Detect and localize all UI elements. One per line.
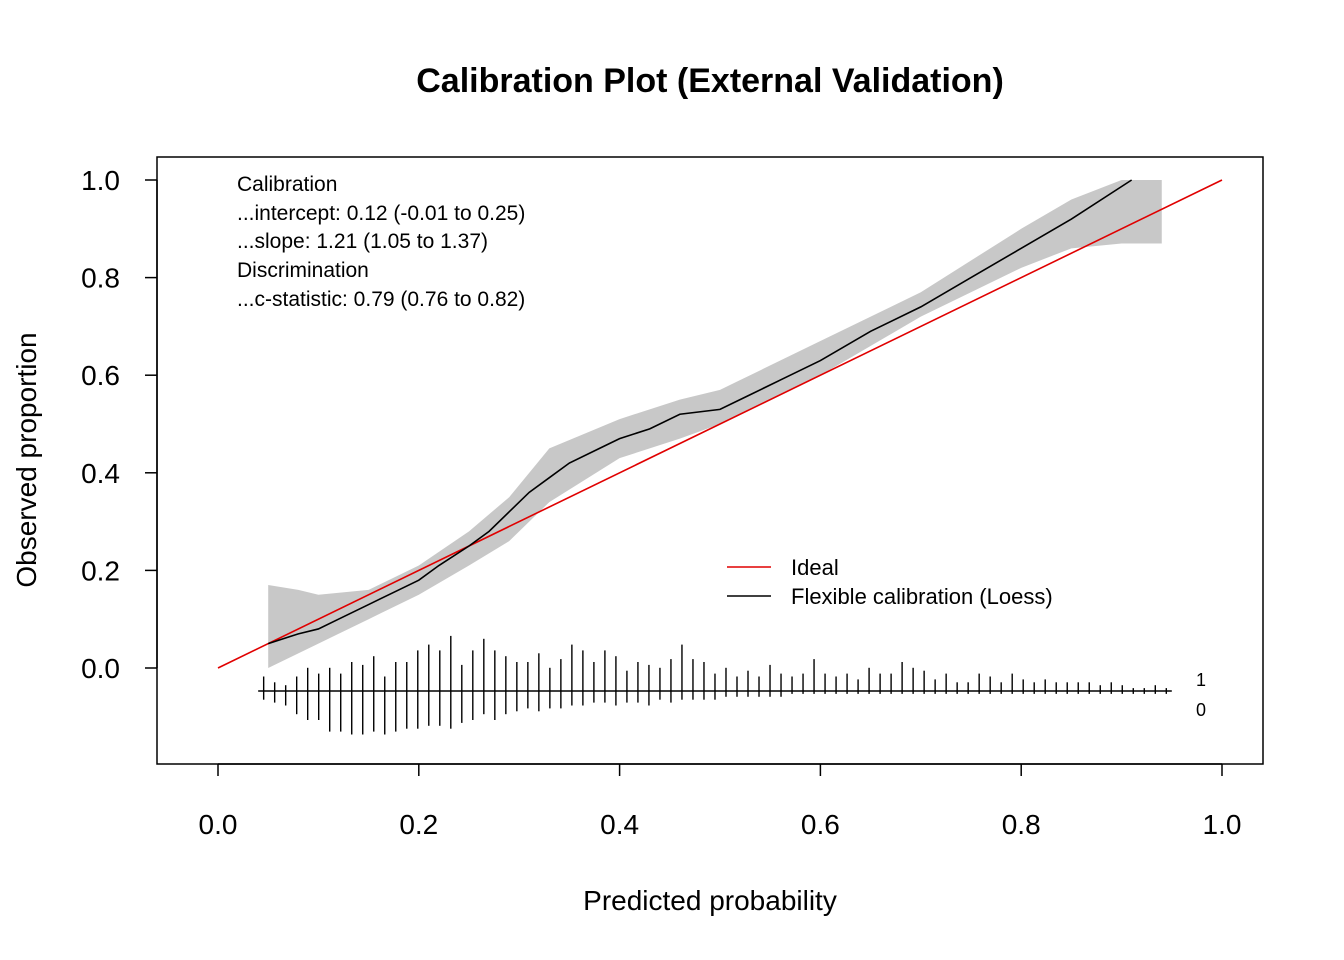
legend-label-loess: Flexible calibration (Loess): [791, 584, 1053, 609]
y-axis: 0.0 0.2 0.4 0.6 0.8 1.0: [81, 165, 158, 684]
ideal-line-layer: [217, 179, 1223, 669]
y-tick-label: 0.0: [81, 653, 120, 684]
confidence-band-layer: [268, 180, 1162, 668]
spike-label-nonevents: 0: [1196, 700, 1206, 720]
y-tick-label: 0.8: [81, 263, 120, 294]
stats-line: Discrimination: [237, 259, 369, 282]
y-axis-label: Observed proportion: [11, 332, 42, 587]
legend-label-ideal: Ideal: [791, 555, 839, 580]
y-tick-label: 1.0: [81, 165, 120, 196]
x-tick-label: 0.8: [1002, 809, 1041, 840]
x-tick-label: 0.2: [399, 809, 438, 840]
y-tick-label: 0.4: [81, 458, 120, 489]
stats-line: Calibration: [237, 173, 337, 196]
x-tick-label: 1.0: [1203, 809, 1242, 840]
y-tick-label: 0.6: [81, 360, 120, 391]
x-tick-label: 0.4: [600, 809, 639, 840]
y-tick-label: 0.2: [81, 555, 120, 586]
loess-line-layer: [267, 179, 1133, 645]
x-axis-label: Predicted probability: [583, 885, 837, 916]
chart-title: Calibration Plot (External Validation): [416, 62, 1004, 100]
x-tick-label: 0.6: [801, 809, 840, 840]
stats-line: ...intercept: 0.12 (-0.01 to 0.25): [237, 202, 525, 225]
loess-line: [267, 179, 1133, 645]
spike-histogram: [258, 635, 1172, 735]
spike-label-events: 1: [1196, 670, 1206, 690]
stats-line: ...slope: 1.21 (1.05 to 1.37): [237, 230, 488, 253]
x-tick-label: 0.0: [199, 809, 238, 840]
stats-line: ...c-statistic: 0.79 (0.76 to 0.82): [237, 288, 525, 311]
ideal-line: [217, 179, 1223, 669]
confidence-band: [268, 180, 1162, 668]
legend: Ideal Flexible calibration (Loess): [727, 555, 1053, 609]
x-axis: 0.0 0.2 0.4 0.6 0.8 1.0: [199, 763, 1242, 840]
stats-annotation: Calibration ...intercept: 0.12 (-0.01 to…: [237, 173, 525, 311]
